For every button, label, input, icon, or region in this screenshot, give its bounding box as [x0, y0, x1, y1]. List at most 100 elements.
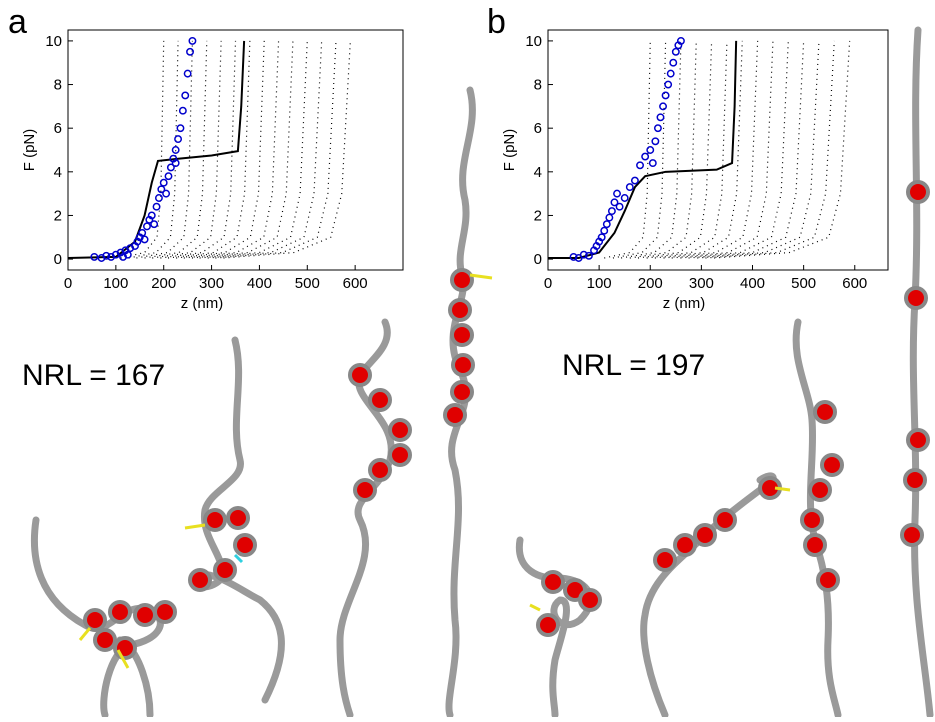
y-tick-label: 4: [534, 164, 542, 181]
y-axis-label: F (pN): [21, 129, 38, 172]
reference-curve: [167, 40, 251, 259]
data-point: [188, 36, 197, 45]
data-point: [178, 106, 187, 115]
data-point: [176, 124, 185, 133]
x-tick-label: 500: [791, 275, 816, 292]
x-tick-label: 0: [64, 275, 72, 292]
nucleosome-cluster: [900, 180, 930, 547]
data-point: [579, 250, 588, 259]
data-point: [102, 251, 111, 260]
data-point: [664, 80, 673, 89]
data-point: [653, 124, 662, 133]
data-point: [154, 194, 163, 202]
annotation: NRL = 167: [22, 359, 165, 392]
data-point: [605, 213, 614, 222]
data-point: [671, 47, 680, 56]
x-tick-label: 0: [544, 275, 552, 292]
plot-area: [547, 29, 889, 271]
data-point: [166, 163, 175, 172]
data-point: [157, 185, 166, 194]
nucleosome-cluster: [800, 400, 844, 592]
x-tick-label: 300: [199, 275, 224, 292]
y-tick-label: 6: [534, 120, 542, 137]
reference-curve: [697, 40, 820, 259]
data-point: [602, 220, 611, 229]
x-tick-label: 300: [689, 275, 714, 292]
reference-curve: [207, 40, 323, 259]
nucleosome-cluster: [443, 268, 493, 427]
reference-curve: [714, 40, 851, 259]
x-tick-label: 600: [842, 275, 867, 292]
data-point: [630, 176, 639, 185]
data-point: [159, 178, 168, 187]
x-tick-label: 200: [638, 275, 663, 292]
x-tick-label: 400: [247, 275, 272, 292]
data-point: [659, 102, 667, 111]
data-point: [584, 251, 593, 260]
nucleosome-cluster: [529, 570, 602, 637]
y-tick-label: 0: [534, 251, 542, 268]
data-point: [138, 228, 147, 237]
reference-curve: [152, 40, 222, 259]
data-point: [641, 152, 650, 161]
data-point: [651, 137, 660, 146]
data-point: [143, 222, 151, 231]
data-point: [183, 69, 192, 78]
data-point: [676, 36, 685, 45]
data-point: [656, 113, 665, 122]
data-point: [162, 189, 171, 198]
data-point: [646, 146, 655, 154]
data-point: [181, 91, 190, 100]
data-point: [569, 252, 578, 261]
y-tick-label: 10: [525, 33, 542, 50]
model-line: [67, 40, 246, 259]
reference-curve: [183, 40, 280, 259]
data-point: [150, 220, 159, 229]
data-point: [171, 159, 180, 168]
reference-curve: [680, 40, 789, 259]
fiber-illustrations: [30, 26, 934, 719]
y-tick-label: 2: [54, 207, 62, 224]
nucleosome-cluster: [184, 506, 257, 592]
x-tick-label: 100: [587, 275, 612, 292]
panel-label: a: [8, 3, 27, 41]
nucleosome-cluster: [348, 363, 412, 502]
y-tick-label: 8: [534, 77, 542, 94]
y-tick-label: 2: [534, 207, 542, 224]
data-point: [140, 235, 149, 244]
data-point: [171, 146, 180, 154]
x-tick-label: 600: [343, 275, 368, 292]
data-point: [90, 252, 99, 261]
data-point: [147, 211, 156, 220]
x-tick-label: 500: [295, 275, 320, 292]
data-point: [613, 189, 621, 198]
y-tick-label: 6: [54, 120, 62, 137]
data-point: [625, 183, 634, 192]
nucleosome-cluster: [653, 476, 791, 572]
data-point: [648, 159, 657, 168]
data-point: [666, 69, 675, 78]
data-point: [600, 226, 609, 235]
data-point: [164, 172, 173, 181]
reference-curve: [688, 40, 805, 259]
fiber: [909, 26, 934, 719]
x-tick-label: 100: [103, 275, 128, 292]
y-tick-label: 0: [54, 251, 62, 268]
data-point: [636, 161, 644, 170]
data-point: [186, 47, 194, 56]
y-tick-label: 10: [45, 33, 62, 50]
y-tick-label: 8: [54, 77, 62, 94]
x-tick-label: 400: [740, 275, 765, 292]
data-point: [152, 202, 161, 211]
x-axis-label: z (nm): [663, 295, 706, 312]
annotation: NRL = 197: [562, 349, 705, 382]
reference-curve: [223, 40, 351, 259]
data-point: [123, 250, 132, 259]
x-tick-label: 200: [151, 275, 176, 292]
y-axis-label: F (pN): [501, 129, 518, 172]
data-point: [620, 194, 629, 202]
